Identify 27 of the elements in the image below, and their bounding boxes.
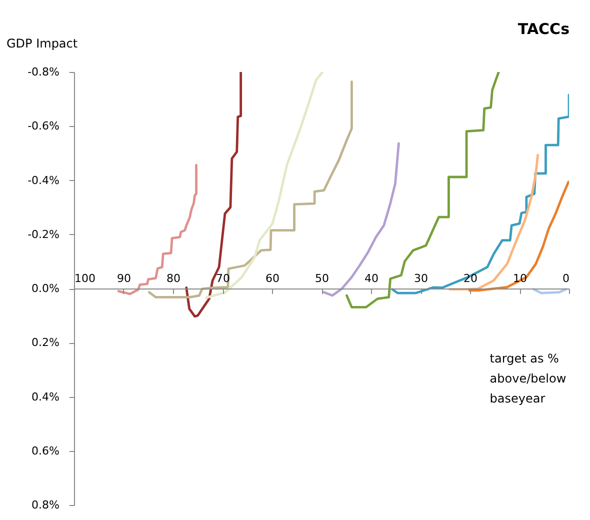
annotation: target as % above/below baseyear [490,351,566,406]
y-tick-label: 0.2% [32,336,60,350]
line-series [448,154,540,291]
x-tick-label: 40 [364,272,378,285]
x-tick-label: 30 [414,272,428,285]
y-tick-label: 0.0% [32,282,60,295]
y-axis-title: GDP Impact [6,36,78,50]
line-series [117,164,198,296]
y-tick-label: -0.2% [28,228,60,241]
x-tick-label: 60 [266,272,280,285]
y-tick-label: -0.8% [28,66,60,78]
line-series [346,72,500,308]
x-tick-label: 70 [216,272,230,285]
line-series [391,94,569,294]
line-series [148,80,353,298]
x-tick-label: 0 [562,272,570,285]
y-tick-label: -0.6% [28,120,60,133]
y-tick-label: 0.8% [32,498,60,512]
y-tick-label: 0.4% [32,390,60,404]
x-tick-label: 90 [117,272,131,285]
x-tick-label: 50 [315,272,329,285]
chart-title: TACCs [518,20,570,38]
y-tick-label: -0.4% [28,174,60,187]
y-tick-label: 0.6% [32,444,60,458]
line-series [185,72,242,318]
x-tick-label: 100 [74,272,96,285]
x-tick-label: 80 [166,272,180,285]
